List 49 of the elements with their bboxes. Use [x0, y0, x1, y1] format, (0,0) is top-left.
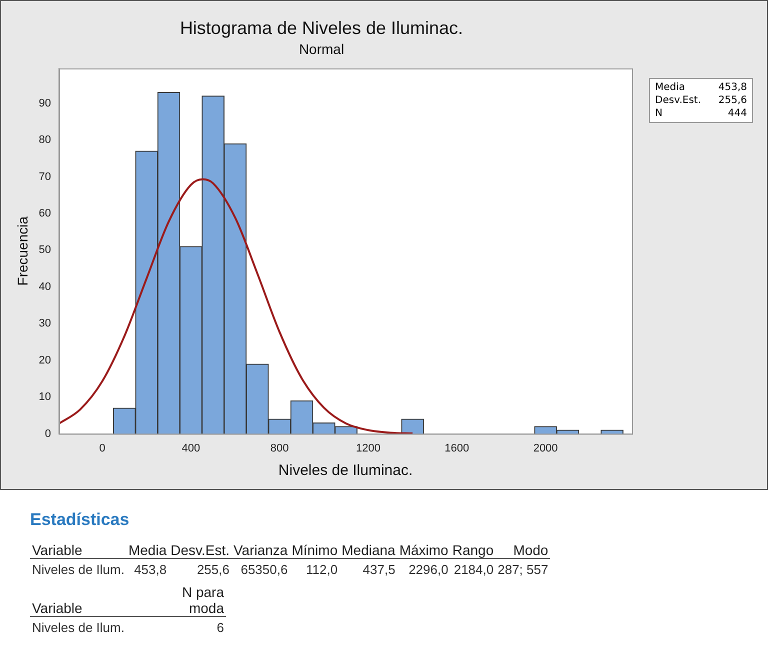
text: N	[655, 108, 664, 119]
text: Media	[126, 542, 169, 558]
text: 2184,0	[452, 561, 495, 579]
text: 444	[726, 108, 747, 119]
x-tick-label: 2000	[533, 442, 558, 454]
text: Rango	[450, 542, 496, 558]
text: Desv.Est.	[655, 95, 702, 106]
text: Varianza	[232, 542, 290, 558]
text: 255,6	[717, 95, 747, 106]
x-tick-label: 1200	[356, 442, 380, 454]
y-tick-label: 90	[38, 97, 52, 110]
text: 287; 557	[496, 561, 550, 579]
x-tick-label: 400	[182, 442, 200, 454]
y-tick-label: 70	[38, 170, 52, 183]
text: 112,0	[305, 561, 339, 579]
text: 255,6	[196, 561, 230, 579]
text: Desv.Est.	[168, 542, 232, 558]
text: 453,8	[717, 82, 747, 93]
chart-subtitle: Normal	[298, 40, 344, 57]
x-tick-label: 1600	[444, 442, 470, 454]
text: Mediana	[340, 542, 398, 558]
text: Variable	[30, 584, 162, 616]
y-tick-label: 0	[44, 428, 52, 440]
text: Máximo	[397, 542, 450, 558]
text: Niveles de Ilum.	[31, 561, 126, 579]
text: 6	[216, 619, 225, 637]
text: N para moda	[162, 584, 226, 616]
text: Variable	[30, 542, 126, 558]
y-tick-label: 10	[38, 391, 52, 404]
x-tick-label: 800	[270, 442, 289, 454]
text: 437,5	[362, 561, 396, 579]
text: Estadísticas	[30, 510, 130, 530]
text: Mínimo	[290, 542, 340, 558]
x-axis-title: Niveles de Iluminac.	[278, 462, 413, 480]
text: Media	[655, 82, 686, 93]
text: 65350,6	[240, 561, 289, 579]
chart-title: Histograma de Niveles de Iluminac.	[180, 18, 464, 38]
y-axis-title: Frecuencia	[14, 216, 30, 286]
text: 453,8	[133, 561, 168, 579]
text: Niveles de Ilum.	[31, 619, 126, 637]
y-tick-label: 20	[38, 354, 52, 366]
text: Modo	[496, 542, 550, 558]
y-tick-label: 80	[38, 134, 52, 146]
y-tick-label: 30	[38, 318, 52, 330]
y-tick-label: 40	[38, 280, 52, 293]
y-tick-label: 50	[38, 244, 52, 256]
x-tick-label: 0	[99, 442, 106, 454]
y-tick-label: 60	[38, 207, 52, 220]
text: 2296,0	[408, 561, 450, 579]
